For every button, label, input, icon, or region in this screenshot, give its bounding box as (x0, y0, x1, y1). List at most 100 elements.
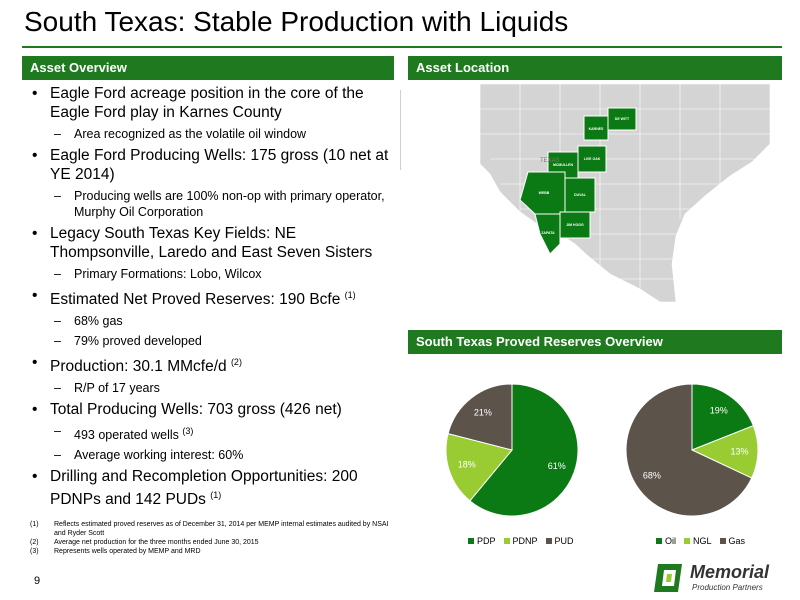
pie-data-label: 18% (458, 460, 476, 470)
footnote-text: Represents wells operated by MEMP and MR… (54, 548, 201, 555)
sub-bullet-marker: – (54, 424, 61, 439)
bullet-item: • Estimated Net Proved Reserves: 190 Bcfe… (30, 286, 390, 309)
bullet-text: Legacy South Texas Key Fields: NE Thomps… (50, 225, 373, 261)
texas-map-svg: KARNES DE WITT MCMULLEN LIVE OAK WEBB DU… (479, 83, 771, 303)
bullet-item: • Total Producing Wells: 703 gross (426 n… (30, 400, 390, 419)
legend-item: NGL (684, 536, 712, 546)
pie-data-label: 13% (730, 446, 748, 456)
legend-swatch (468, 538, 474, 544)
sub-bullet-text: 493 operated wells (74, 428, 179, 443)
pie-data-label: 68% (643, 470, 661, 480)
county-label: WEBB (539, 191, 550, 195)
sub-bullet-marker: – (54, 189, 61, 203)
legend-swatch (719, 538, 726, 544)
bullet-text: Eagle Ford acreage position in the core … (50, 85, 364, 121)
legend-label: NGL (693, 536, 712, 546)
bullet-marker: • (32, 147, 38, 164)
county-label: ZAPATA (541, 231, 555, 235)
footnote-text: Average net production for the three mon… (54, 539, 259, 546)
bullet-marker: • (32, 468, 38, 486)
logo-name: Memorial (690, 562, 770, 582)
legend-label: PDNP (512, 536, 538, 546)
legend-item: Gas (719, 536, 746, 546)
legend-swatch (656, 538, 662, 544)
sub-bullet-marker: – (54, 381, 61, 396)
county-label: KARNES (589, 127, 604, 131)
footnote-ref: (1) (344, 290, 356, 300)
bullet-item: • Drilling and Recompletion Opportunities… (30, 467, 390, 509)
footnote-number: (3) (30, 548, 39, 555)
legend-item: PDNP (503, 536, 538, 546)
asset-overview-header: Asset Overview (22, 56, 394, 80)
bullet-marker: • (32, 225, 38, 242)
county-jim-hogg (559, 211, 591, 239)
county-duval (564, 177, 596, 213)
sub-bullet-marker: – (54, 314, 61, 329)
footnote-ref: (1) (210, 490, 222, 501)
footnote-number: (2) (30, 539, 39, 546)
sub-bullet-item: – Producing wells are 100% non-op with pr… (30, 188, 390, 220)
logo-icon (654, 564, 682, 592)
reserves-overview-header: South Texas Proved Reserves Overview (408, 330, 782, 354)
sub-bullet-item: – R/P of 17 years (30, 380, 390, 396)
sub-bullet-marker: – (54, 448, 61, 463)
legend-label: PDP (477, 536, 496, 546)
pie-chart-reserves-commodity: 19% 13% 68% (625, 383, 759, 517)
bullet-text: Production: 30.1 MMcfe/d (50, 358, 227, 376)
legend-swatch (503, 538, 510, 544)
legend-label: PUD (554, 536, 574, 546)
footnote-ref: (3) (182, 426, 194, 437)
sub-bullet-text: 79% proved developed (74, 334, 202, 349)
bullet-text: Eagle Ford Producing Wells: 175 gross (1… (50, 147, 389, 183)
pie-legend-reserves-commodity: Oil NGL Gas (656, 536, 745, 546)
column-divider (400, 90, 401, 170)
bullet-item: • Eagle Ford Producing Wells: 175 gross (… (30, 146, 390, 184)
asset-overview-bullets: • Eagle Ford acreage position in the core… (30, 84, 390, 514)
county-label: JIM HOGG (566, 223, 584, 227)
county-label: DE WITT (615, 117, 630, 121)
pie-legend-reserves-category: PDP PDNP PUD (468, 536, 574, 546)
pie-slice-oil (691, 383, 755, 451)
legend-swatch (545, 538, 552, 544)
bullet-item: • Legacy South Texas Key Fields: NE Thomp… (30, 224, 390, 262)
legend-label: Gas (728, 536, 746, 546)
asset-location-header: Asset Location (408, 56, 782, 80)
footnotes: (1) Reflects estimated proved reserves as… (30, 520, 400, 556)
legend-item: PDP (468, 536, 496, 546)
sub-bullet-item: –493 operated wells (3) (30, 423, 390, 443)
sub-bullet-text: Average working interest: 60% (74, 448, 244, 463)
footnote: (2) Average net production for the three … (30, 538, 400, 547)
title-divider (22, 46, 782, 48)
pie-chart-reserves-category: 61% 18% 21% (445, 383, 579, 517)
bullet-text: Total Producing Wells: 703 gross (426 ne… (50, 401, 342, 419)
bullet-text: Drilling and Recompletion Opportunities:… (50, 468, 358, 509)
bullet-marker: • (32, 401, 38, 419)
bullet-text: Estimated Net Proved Reserves: 190 Bcfe (50, 291, 341, 309)
county-live-oak (577, 145, 607, 173)
company-logo: Memorial Production Partners (652, 562, 782, 594)
county-karnes (583, 115, 609, 141)
bullet-marker: • (32, 354, 38, 372)
page-number: 9 (34, 575, 41, 587)
legend-item: Oil (656, 536, 676, 546)
map-state-label: TEXAS (540, 158, 560, 164)
logo-tagline: Production Partners (692, 583, 763, 592)
pie-data-label: 19% (710, 406, 728, 416)
pie-slice-pud (447, 383, 513, 451)
sub-bullet-marker: – (54, 127, 61, 141)
pie-slice-gas (625, 383, 753, 517)
bullet-item: • Production: 30.1 MMcfe/d (2) (30, 353, 390, 376)
legend-swatch (684, 538, 690, 544)
sub-bullet-item: –68% gas (30, 313, 390, 329)
bullet-item: • Eagle Ford acreage position in the core… (30, 84, 390, 122)
footnote: (3) Represents wells operated by MEMP and… (30, 547, 400, 556)
sub-bullet-item: – Primary Formations: Lobo, Wilcox (30, 266, 390, 282)
county-label: DUVAL (574, 193, 587, 197)
bullet-marker: • (32, 287, 38, 304)
page-title: South Texas: Stable Production with Liqu… (24, 6, 569, 37)
sub-bullet-marker: – (54, 334, 61, 349)
texas-map: KARNES DE WITT MCMULLEN LIVE OAK WEBB DU… (479, 83, 771, 303)
legend-label: Oil (665, 536, 676, 546)
pie-data-label: 61% (548, 461, 566, 471)
pie-data-label: 21% (474, 407, 492, 417)
